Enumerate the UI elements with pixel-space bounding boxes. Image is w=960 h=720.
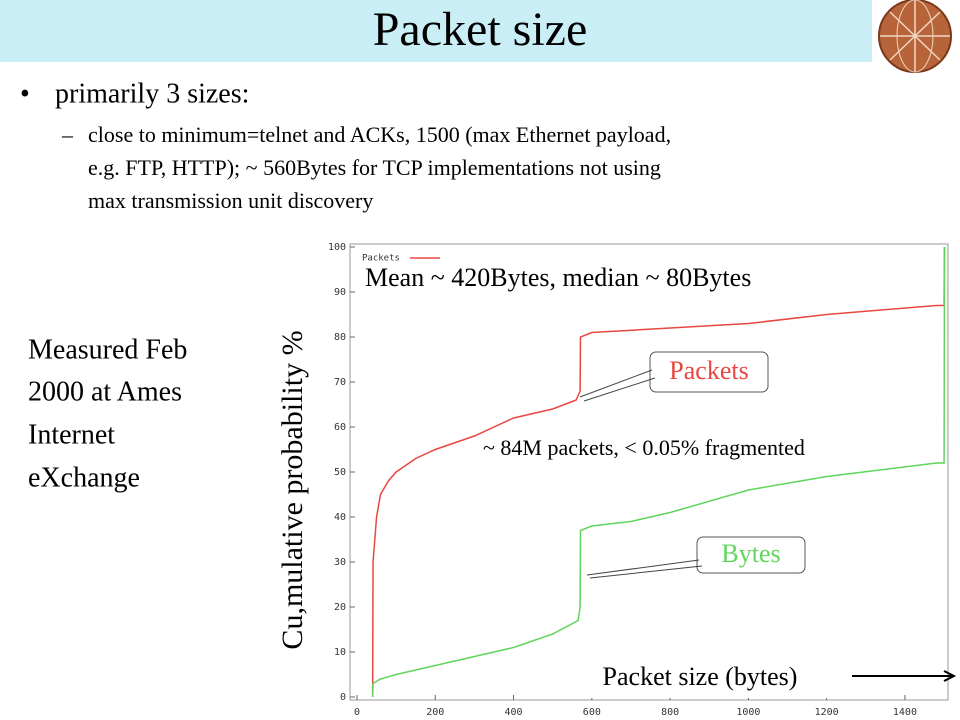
sub-bullet-line: close to minimum=telnet and ACKs, 1500 (… bbox=[88, 122, 671, 147]
callout-pointer bbox=[586, 559, 703, 579]
sub-bullet-line: e.g. FTP, HTTP); ~ 560Bytes for TCP impl… bbox=[88, 155, 661, 180]
sub-bullet-line: max transmission unit discovery bbox=[88, 188, 373, 213]
callout-label: Bytes bbox=[721, 539, 780, 568]
series-line bbox=[371, 246, 946, 698]
y-tick-label: 60 bbox=[334, 422, 346, 433]
x-axis-label: Packet size (bytes) bbox=[603, 662, 798, 691]
x-tick-label: 200 bbox=[426, 707, 444, 718]
y-tick-label: 100 bbox=[328, 242, 346, 253]
x-tick-label: 600 bbox=[583, 707, 601, 718]
legend-label: Packets bbox=[362, 254, 400, 264]
annotation: ~ 84M packets, < 0.05% fragmented bbox=[483, 435, 805, 460]
plot-area bbox=[349, 243, 949, 701]
y-tick-label: 0 bbox=[340, 692, 346, 703]
y-tick-label: 80 bbox=[334, 332, 346, 343]
y-tick-label: 50 bbox=[334, 467, 346, 478]
x-axis-arrow bbox=[852, 670, 957, 682]
y-tick-label: 70 bbox=[334, 377, 346, 388]
x-label-bg bbox=[560, 660, 840, 698]
callout-box bbox=[696, 536, 806, 574]
slide-title: Packet size bbox=[373, 3, 588, 56]
y-tick-label: 20 bbox=[334, 602, 346, 613]
y-axis-label: Cu,mulative probability % bbox=[276, 330, 309, 649]
y-tick-label: 90 bbox=[334, 287, 346, 298]
x-tick-label: 1200 bbox=[815, 707, 839, 718]
callout-label: Packets bbox=[669, 356, 748, 385]
x-tick-label: 1000 bbox=[736, 707, 760, 718]
y-tick-label: 40 bbox=[334, 512, 346, 523]
x-tick-label: 1400 bbox=[893, 707, 917, 718]
x-tick-label: 800 bbox=[661, 707, 679, 718]
callout-box bbox=[649, 351, 769, 393]
y-tick-label: 10 bbox=[334, 647, 346, 658]
x-tick-label: 400 bbox=[505, 707, 523, 718]
side-note: Internet bbox=[28, 419, 115, 450]
side-note: Measured Feb bbox=[28, 334, 187, 365]
title-bar bbox=[0, 0, 872, 62]
side-note: 2000 at Ames bbox=[28, 376, 182, 407]
callout-pointer bbox=[579, 369, 656, 402]
bullet: primarily 3 sizes: bbox=[55, 78, 249, 109]
y-tick-label: 30 bbox=[334, 557, 346, 568]
bullet-mark: • bbox=[20, 78, 30, 109]
x-tick-label: 0 bbox=[354, 707, 360, 718]
series-line bbox=[371, 246, 946, 698]
annotation: Mean ~ 420Bytes, median ~ 80Bytes bbox=[365, 263, 751, 292]
side-note: eXchange bbox=[28, 462, 140, 493]
globe-logo bbox=[878, 0, 952, 73]
sub-bullet-mark: – bbox=[61, 122, 74, 147]
